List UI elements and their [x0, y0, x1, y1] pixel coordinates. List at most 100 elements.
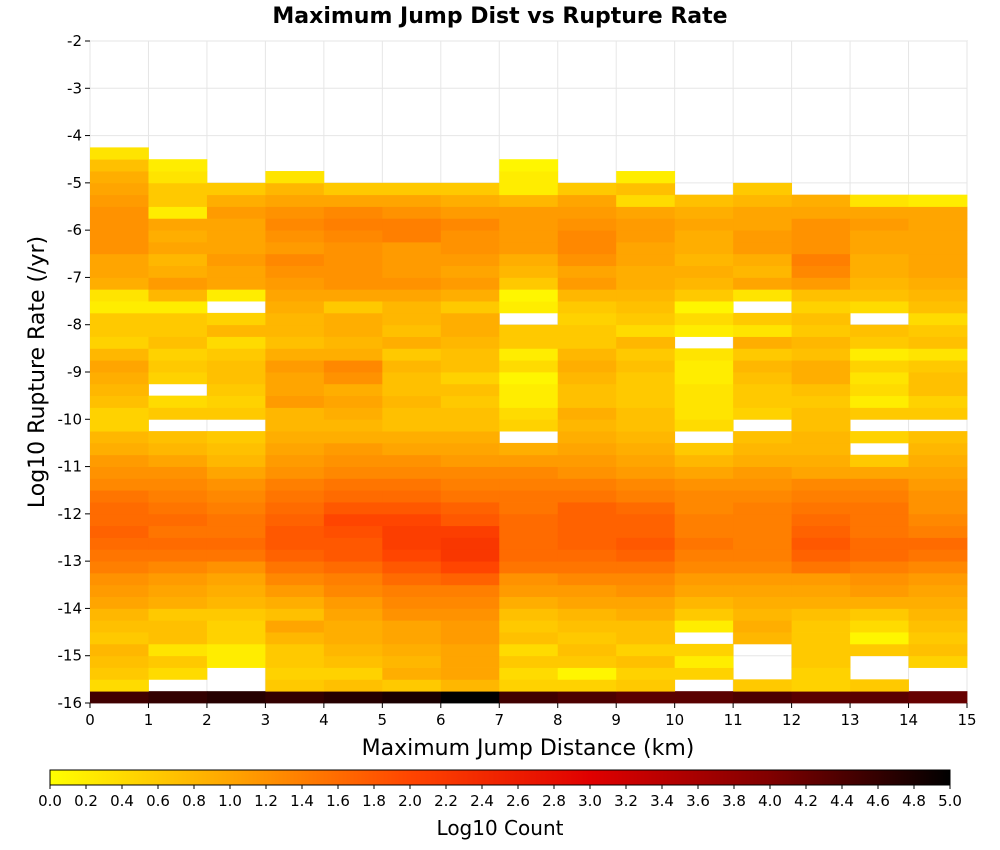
heatmap-cell [90, 253, 149, 267]
heatmap-cell [850, 454, 909, 467]
heatmap-cell [206, 490, 266, 503]
heatmap-cell [265, 691, 325, 704]
heatmap-cell [850, 348, 909, 361]
heatmap-cell [382, 241, 442, 255]
heatmap-cell [148, 253, 208, 267]
heatmap-cell [323, 549, 383, 562]
y-tick-label: -10 [58, 410, 83, 428]
heatmap-cell [908, 490, 968, 503]
heatmap-cell [499, 336, 559, 349]
heatmap-cell [440, 632, 500, 645]
x-tick-label: 12 [782, 711, 801, 729]
colorbar-tick-label: 5.0 [938, 792, 962, 810]
colorbar-tick-label: 2.2 [434, 792, 458, 810]
heatmap-cell [908, 478, 968, 491]
heatmap-cell [148, 324, 208, 337]
heatmap-cell [791, 525, 851, 538]
heatmap-cell [323, 525, 383, 538]
heatmap-cell [90, 584, 149, 598]
heatmap-cell [148, 442, 208, 456]
heatmap-cell [382, 691, 442, 704]
heatmap-cell [674, 348, 734, 361]
y-tick-label: -12 [58, 505, 83, 523]
heatmap-cell [499, 301, 559, 314]
heatmap-cell [791, 620, 851, 633]
heatmap-cell [674, 572, 734, 586]
heatmap-cell [733, 241, 792, 255]
heatmap-cell [908, 502, 968, 515]
heatmap-cell [499, 572, 559, 586]
heatmap-cell [148, 206, 208, 219]
heatmap-cell [382, 336, 442, 349]
heatmap-cell [382, 442, 442, 456]
heatmap-cell [791, 407, 851, 420]
heatmap-cell [616, 324, 676, 337]
y-axis-ticks: -2 -3 -4 -5 -6 -7 -8 -9 -10 -11 -12 -13 -14 -15 -16 [58, 32, 90, 712]
heatmap-cell [440, 230, 500, 243]
heatmap-cell [323, 478, 383, 491]
heatmap-cell [733, 360, 792, 373]
heatmap-cell [148, 466, 208, 479]
colorbar-tick-label: 3.4 [650, 792, 674, 810]
heatmap-cell [382, 383, 442, 397]
heatmap-cell [850, 265, 909, 278]
heatmap-cell [674, 442, 734, 456]
heatmap-cell [499, 655, 559, 668]
heatmap-cell [265, 419, 325, 432]
heatmap-cell [265, 561, 325, 574]
heatmap-cell [616, 632, 676, 645]
heatmap-cell [557, 253, 617, 267]
heatmap-cell [733, 502, 792, 515]
heatmap-cell [90, 348, 149, 361]
heatmap-cell [733, 253, 792, 267]
heatmap-cell [90, 182, 149, 196]
heatmap-cell [616, 584, 676, 598]
heatmap-cell [206, 336, 266, 349]
heatmap-cell [850, 561, 909, 574]
heatmap-cell [557, 348, 617, 361]
heatmap-cell [382, 360, 442, 373]
heatmap-cell [850, 289, 909, 302]
heatmap-cell [382, 561, 442, 574]
heatmap-cell [791, 336, 851, 349]
heatmap-cell [616, 265, 676, 278]
heatmap-cell [674, 478, 734, 491]
heatmap-cell [206, 478, 266, 491]
heatmap-cell [557, 383, 617, 397]
heatmap-cell [499, 194, 559, 207]
heatmap-cell [265, 218, 325, 231]
heatmap-cell [323, 182, 383, 196]
heatmap-cell [148, 632, 208, 645]
heatmap-cell [440, 324, 500, 337]
heatmap-cell [616, 679, 676, 692]
heatmap-cell [908, 289, 968, 302]
heatmap-cell [791, 230, 851, 243]
heatmap-cell [850, 383, 909, 397]
heatmap-cell [733, 182, 792, 196]
heatmap-cell [850, 572, 909, 586]
heatmap-cell [733, 478, 792, 491]
heatmap-cell [323, 679, 383, 692]
heatmap-cell [382, 525, 442, 538]
heatmap-cell [90, 301, 149, 314]
heatmap-cell [323, 383, 383, 397]
x-tick-label: 5 [378, 711, 388, 729]
chart-title: Maximum Jump Dist vs Rupture Rate [272, 4, 727, 29]
heatmap-cell [499, 679, 559, 692]
heatmap-cell [791, 537, 851, 550]
heatmap-cell [90, 572, 149, 586]
heatmap-cell [499, 478, 559, 491]
y-tick-label: -15 [58, 647, 83, 665]
heatmap-cell [382, 620, 442, 633]
heatmap-cell [148, 265, 208, 278]
heatmap-cell [791, 289, 851, 302]
heatmap-cell [382, 206, 442, 219]
heatmap-cell [733, 584, 792, 598]
heatmap-cell [733, 525, 792, 538]
heatmap-cell [908, 206, 968, 219]
heatmap-cell [908, 230, 968, 243]
heatmap-cell [323, 466, 383, 479]
heatmap-cell [206, 513, 266, 527]
heatmap-cell [148, 336, 208, 349]
heatmap-cell [323, 608, 383, 621]
